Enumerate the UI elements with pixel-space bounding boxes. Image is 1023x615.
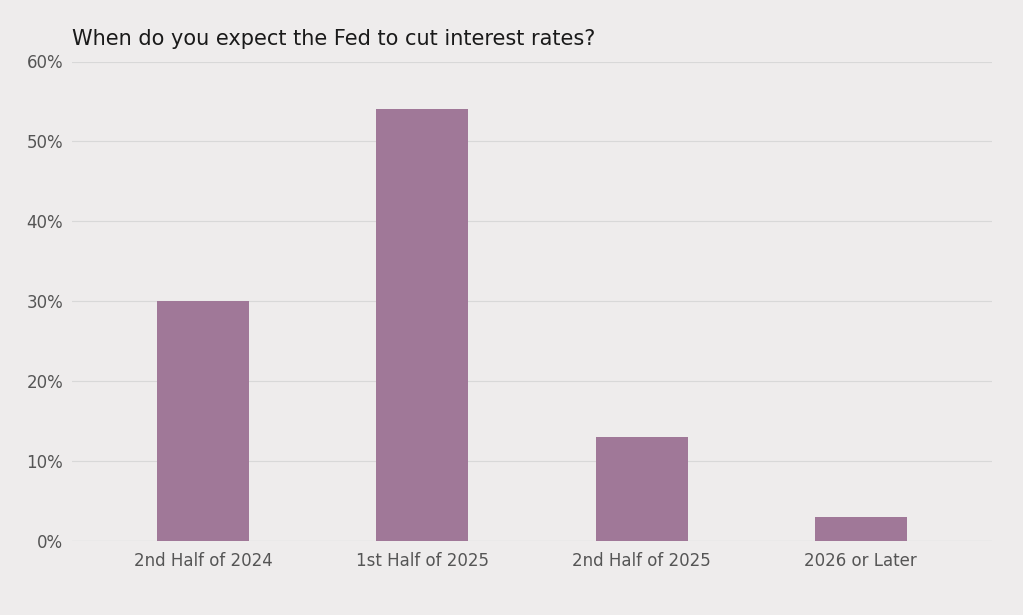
Bar	[158, 301, 250, 541]
Bar	[814, 517, 906, 541]
Bar	[595, 437, 687, 541]
Text: When do you expect the Fed to cut interest rates?: When do you expect the Fed to cut intere…	[72, 29, 595, 49]
Bar	[376, 109, 469, 541]
